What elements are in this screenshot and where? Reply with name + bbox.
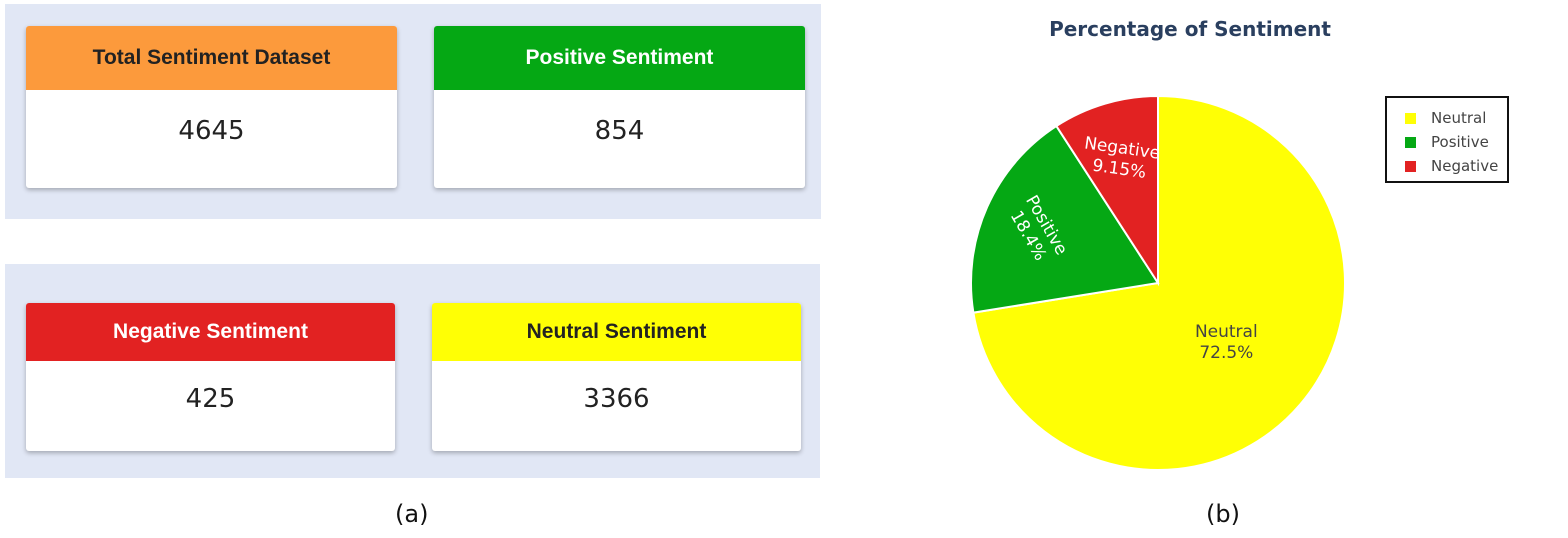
pie-label-name-neutral: Neutral xyxy=(1195,322,1258,342)
legend-swatch-negative xyxy=(1405,160,1416,172)
negative-sentiment-count: 425 xyxy=(185,384,236,414)
chart-title: Percentage of Sentiment xyxy=(1049,17,1331,41)
legend-item-neutral[interactable]: Neutral xyxy=(1387,106,1507,130)
legend-swatch-positive xyxy=(1405,136,1416,148)
legend-label-negative: Negative xyxy=(1431,157,1499,175)
total-sentiment-card-title: Total Sentiment Dataset xyxy=(26,26,397,90)
total-sentiment-count: 4645 xyxy=(178,116,245,146)
neutral-sentiment-card-title: Neutral Sentiment xyxy=(432,303,801,361)
positive-sentiment-count: 854 xyxy=(594,116,645,146)
legend-item-negative[interactable]: Negative xyxy=(1387,154,1507,178)
pie-slice-negative[interactable] xyxy=(1054,94,1159,287)
legend-label-positive: Positive xyxy=(1431,133,1489,151)
sentiment-cards-panel-bottom: Negative Sentiment 425 Neutral Sentiment… xyxy=(5,264,820,478)
sentiment-cards-panel-top: Total Sentiment Dataset 4645 Positive Se… xyxy=(5,4,821,219)
negative-sentiment-card-title: Negative Sentiment xyxy=(26,303,395,361)
legend-item-positive[interactable]: Positive xyxy=(1387,130,1507,154)
pie-label-percent-neutral: 72.5% xyxy=(1199,343,1253,363)
negative-sentiment-card: Negative Sentiment 425 xyxy=(26,303,395,451)
legend-swatch-neutral xyxy=(1405,112,1416,124)
neutral-sentiment-card: Neutral Sentiment 3366 xyxy=(432,303,801,451)
chart-legend: Neutral Positive Negative xyxy=(1385,96,1509,183)
positive-sentiment-card: Positive Sentiment 854 xyxy=(434,26,805,188)
pie-slice-positive[interactable] xyxy=(970,124,1160,314)
total-sentiment-card: Total Sentiment Dataset 4645 xyxy=(26,26,397,188)
positive-sentiment-card-title: Positive Sentiment xyxy=(434,26,805,90)
legend-label-neutral: Neutral xyxy=(1431,109,1487,127)
figure-caption-b: (b) xyxy=(1206,500,1240,528)
neutral-sentiment-count: 3366 xyxy=(583,384,650,414)
figure-caption-a: (a) xyxy=(395,500,429,528)
